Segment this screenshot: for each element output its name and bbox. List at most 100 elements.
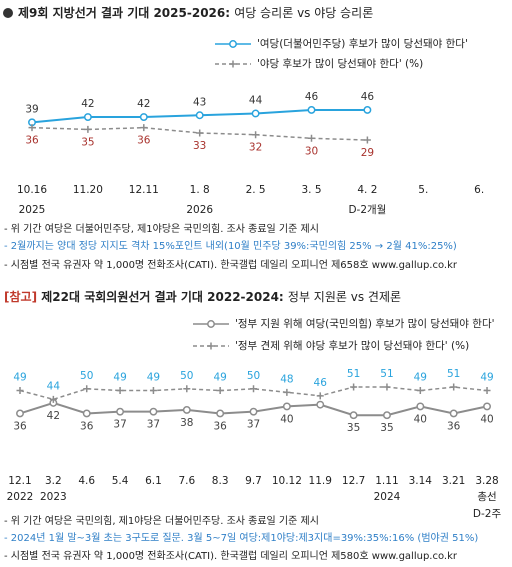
data-label: 36: [213, 420, 227, 432]
data-label: 49: [13, 372, 26, 384]
marker: [83, 385, 91, 393]
data-label: 49: [113, 372, 126, 384]
title-main: 제22대 국회의원선거 결과 기대 2022-2024:: [41, 289, 283, 304]
x-tick-label: 5.: [418, 184, 428, 196]
data-label: 51: [347, 368, 360, 380]
data-label: 46: [305, 91, 319, 103]
x-tick-label: 1. 8: [190, 184, 210, 196]
marker: [349, 411, 358, 420]
marker: [316, 400, 325, 409]
title-main: 제9회 지방선거 결과 기대 2025-2026:: [18, 5, 230, 20]
marker: [229, 40, 237, 48]
data-label: 44: [249, 94, 263, 106]
data-label: 36: [447, 420, 461, 432]
marker: [116, 407, 125, 416]
x-tick-label: 3.14: [409, 475, 433, 487]
marker: [316, 392, 324, 400]
x-tick-label: 10.12: [272, 475, 302, 487]
marker: [207, 342, 215, 350]
data-label: 42: [47, 410, 60, 422]
legend-label: '정부 지원 위해 여당(국민의힘) 후보가 많이 당선돼야 한다': [235, 317, 495, 330]
marker: [16, 387, 24, 395]
data-label: 33: [193, 140, 206, 152]
x-tick-label: 11.20: [73, 184, 103, 196]
marker: [149, 387, 157, 395]
x-tick-label: 9.7: [245, 475, 262, 487]
marker: [383, 383, 391, 391]
x-tick-label: 12.11: [129, 184, 159, 196]
data-label: 49: [480, 372, 493, 384]
x-sublabel: 총선: [477, 491, 496, 503]
marker: [483, 402, 491, 411]
x-tick-label: 5.4: [112, 475, 129, 487]
data-label: 37: [147, 419, 160, 431]
x-tick-label: 6.: [474, 184, 484, 196]
chart-title: [참고] 제22대 국회의원선거 결과 기대 2022-2024: 정부 지원론…: [4, 289, 401, 304]
marker: [149, 407, 158, 416]
marker: [249, 407, 258, 416]
x-tick-label: 12.1: [8, 475, 31, 487]
data-label: 35: [380, 422, 393, 434]
data-label: 35: [347, 422, 360, 434]
marker: [49, 395, 57, 403]
data-label: 49: [147, 372, 160, 384]
data-label: 49: [414, 372, 427, 384]
marker: [28, 124, 36, 132]
x-tick-label: 1.11: [375, 475, 398, 487]
marker: [252, 131, 260, 139]
marker: [229, 60, 237, 68]
x-tick-label: 2. 5: [246, 184, 266, 196]
marker: [250, 385, 258, 393]
data-label: 42: [81, 98, 94, 110]
note: - 2월까지는 양대 정당 지지도 격차 15%포인트 내외(10월 민주당 3…: [4, 239, 457, 252]
marker: [449, 409, 458, 418]
note: - 2024년 1월 말~3월 초는 3구도로 질문. 3월 5~7일 여당:제…: [4, 532, 478, 544]
note: - 위 기간 여당은 더불어민주당, 제1야당은 국민의힘. 조사 종료일 기준…: [4, 222, 319, 235]
x-sublabel: 2022: [7, 491, 34, 503]
marker: [363, 136, 371, 144]
data-label: 44: [47, 380, 61, 392]
data-label: 36: [25, 135, 39, 147]
marker: [183, 385, 191, 393]
marker: [195, 111, 204, 120]
marker: [82, 409, 91, 418]
x-tick-label: 3.21: [442, 475, 465, 487]
x-sublabel: D-2개월: [348, 204, 386, 216]
title-sub: 정부 지원론 vs 견제론: [288, 290, 401, 304]
title-tag: [참고]: [4, 289, 37, 304]
x-tick-label: 12.7: [342, 475, 365, 487]
data-label: 46: [361, 91, 375, 103]
data-label: 37: [247, 419, 260, 431]
marker: [83, 113, 92, 121]
marker: [350, 383, 358, 391]
marker: [116, 387, 124, 395]
marker: [450, 383, 458, 391]
data-label: 35: [81, 136, 94, 148]
data-label: 43: [193, 96, 206, 108]
marker: [207, 320, 215, 328]
data-label: 50: [180, 370, 193, 382]
marker: [283, 388, 291, 396]
marker: [140, 124, 148, 132]
note: - 시점별 전국 유권자 약 1,000명 전화조사(CATI). 한국갤럽 데…: [4, 550, 458, 562]
x-sublabel: 2024: [374, 491, 401, 503]
marker: [282, 402, 291, 411]
x-sublabel: 2025: [19, 204, 46, 216]
x-tick-label: 6.1: [145, 475, 162, 487]
data-label: 39: [25, 103, 38, 115]
data-label: 49: [213, 372, 226, 384]
data-label: 51: [380, 368, 393, 380]
x-sublabel: D-2주: [473, 508, 502, 520]
marker: [84, 125, 92, 133]
note: - 시점별 전국 유권자 약 1,000명 전화조사(CATI). 한국갤럽 데…: [4, 259, 458, 271]
x-tick-label: 3.28: [475, 475, 498, 487]
marker: [216, 387, 224, 395]
data-label: 50: [247, 370, 260, 382]
x-tick-label: 3.2: [45, 475, 62, 487]
title-icon: [3, 8, 13, 18]
data-label: 46: [314, 377, 328, 389]
x-tick-label: 8.3: [212, 475, 229, 487]
data-label: 40: [480, 413, 493, 425]
data-label: 48: [280, 373, 293, 385]
